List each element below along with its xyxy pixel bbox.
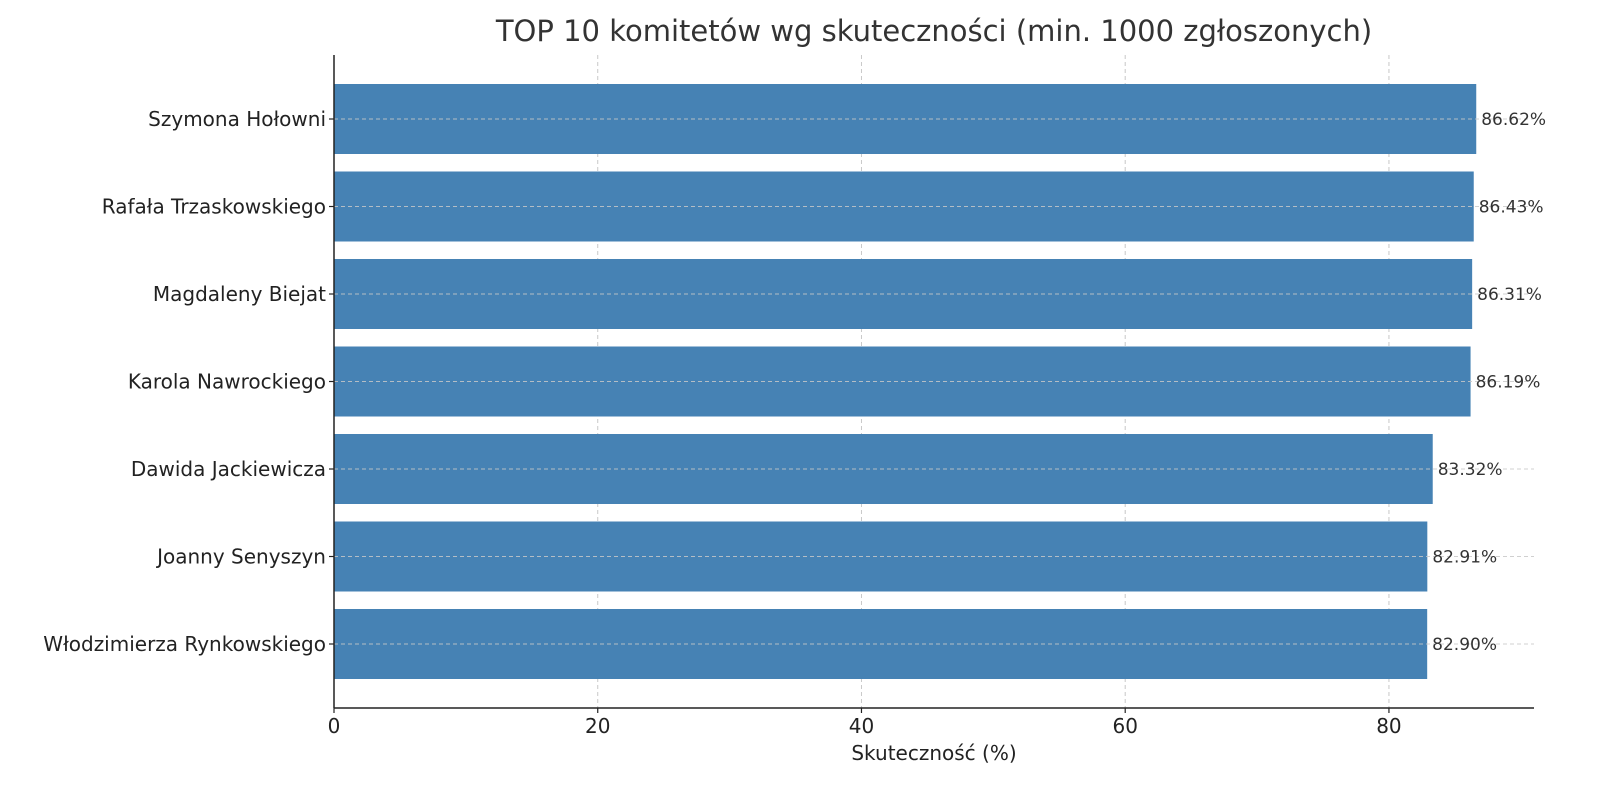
category-label: Włodzimierza Rynkowskiego	[43, 632, 326, 656]
category-label: Szymona Hołowni	[148, 107, 326, 131]
value-label: 86.19%	[1476, 373, 1541, 393]
value-label: 82.90%	[1432, 635, 1497, 655]
value-label: 83.32%	[1438, 460, 1503, 480]
category-label: Rafała Trzaskowskiego	[102, 195, 326, 219]
category-label: Dawida Jackiewicza	[131, 457, 326, 481]
category-label: Magdaleny Biejat	[153, 282, 326, 306]
category-label: Karola Nawrockiego	[128, 370, 326, 394]
value-label: 86.43%	[1479, 198, 1544, 218]
x-tick-label: 80	[1376, 714, 1401, 738]
x-tick-label: 60	[1112, 714, 1137, 738]
value-label: 82.91%	[1432, 548, 1497, 568]
x-axis-label: Skuteczność (%)	[851, 741, 1016, 765]
chart-title: TOP 10 komitetów wg skuteczności (min. 1…	[495, 14, 1373, 48]
x-tick-label: 0	[328, 714, 341, 738]
value-label: 86.31%	[1477, 285, 1542, 305]
x-tick-label: 40	[849, 714, 874, 738]
category-label: Joanny Senyszyn	[155, 545, 326, 569]
x-tick-label: 20	[585, 714, 610, 738]
value-label: 86.62%	[1481, 110, 1546, 130]
